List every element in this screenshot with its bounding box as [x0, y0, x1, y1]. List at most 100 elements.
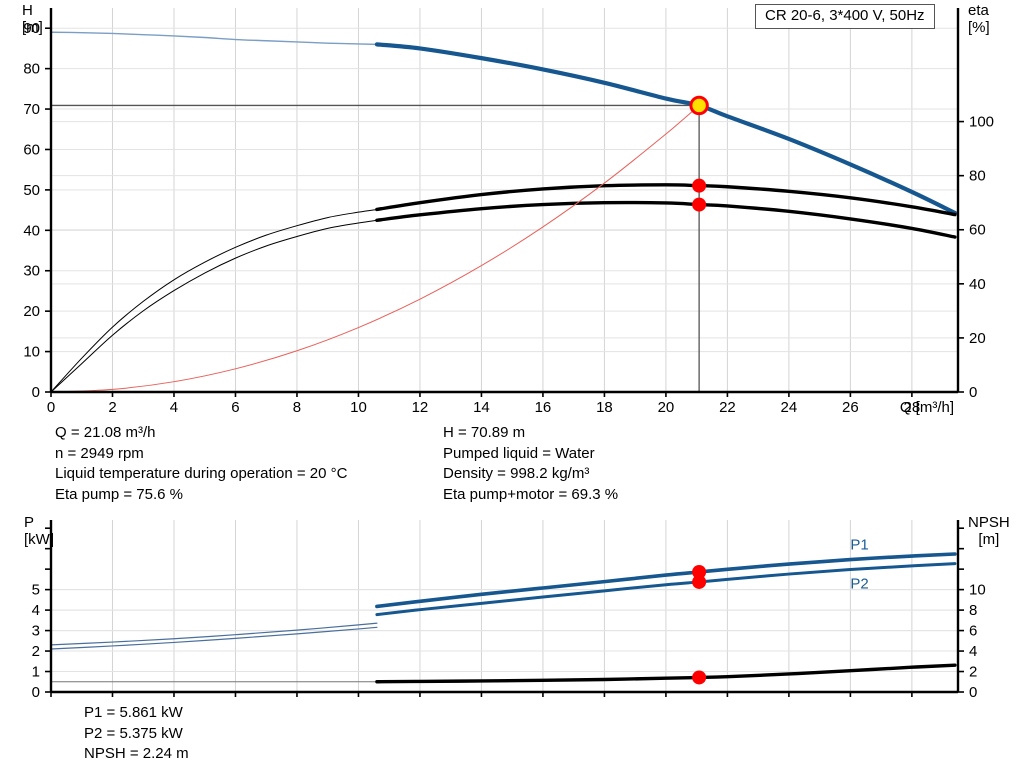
y-tick-label: 4: [32, 602, 40, 619]
markers-group: [692, 564, 707, 685]
tick-group: 0 2 4 6 8 10 12 14 16 18 20 22 24 26 28010203040506070…: [23, 20, 994, 415]
x-tick-label: 8: [293, 399, 301, 415]
x-tick-label: 14: [473, 399, 490, 415]
x-tick-label: 18: [596, 399, 613, 415]
x-tick-label: 4: [170, 399, 178, 415]
x-tick-label: 22: [719, 399, 736, 415]
p1-duty-point: [692, 564, 707, 579]
x-tick-label: 16: [535, 399, 552, 415]
x-tick-label: 6: [231, 699, 239, 702]
x-tick-label: 12: [412, 699, 429, 702]
y-tick-label: 5: [32, 582, 40, 599]
info-flow: Q = 21.08 m³/h: [55, 424, 156, 441]
grid-lines: [51, 520, 958, 692]
axis-title-eta-unit: [%]: [968, 19, 990, 36]
y2-tick-label: 60: [969, 222, 986, 239]
y2-tick-label: 2: [969, 664, 977, 681]
x-tick-label: 28: [904, 399, 921, 415]
y2-tick-label: 0: [969, 384, 977, 401]
y2-tick-label: 80: [969, 168, 986, 185]
axis-lines: [49, 8, 960, 394]
series-group: [50, 552, 957, 684]
curve: [50, 208, 378, 393]
y2-tick-label: 8: [969, 602, 977, 619]
y-tick-label: 0: [32, 684, 40, 701]
x-tick-label: 2: [108, 699, 116, 702]
x-tick-label: 4: [170, 699, 178, 702]
y-tick-label: 10: [23, 344, 40, 361]
x-tick-label: 10: [350, 399, 367, 415]
y-tick-label: 60: [23, 141, 40, 158]
curve: [50, 219, 378, 393]
eta-pump-point: [692, 178, 707, 193]
eta-pump-motor-point: [692, 197, 707, 212]
y2-tick-label: 40: [969, 276, 986, 293]
x-tick-label: 16: [535, 699, 552, 702]
info-eta-pump-motor: Eta pump+motor = 69.3 %: [443, 485, 619, 503]
x-axis-title: Q [m³/h]: [900, 399, 954, 415]
info-liquid-temperature: Liquid temperature during operation = 20…: [55, 465, 348, 482]
y2-tick-label: 6: [969, 623, 977, 640]
x-tick-label: 24: [781, 399, 798, 415]
y2-tick-label: 0: [969, 684, 977, 701]
y-tick-label: 50: [23, 182, 40, 199]
axis-title-npsh-line1: NPSH: [968, 514, 1010, 531]
info-p2: P2 = 5.375 kW: [84, 724, 183, 742]
curve: [375, 552, 957, 609]
curve-label: P2: [850, 576, 868, 593]
x-tick-label: 12: [412, 399, 429, 415]
x-tick-label: 20: [658, 699, 675, 702]
x-tick-label: 0: [47, 699, 55, 702]
y-tick-label: 30: [23, 263, 40, 280]
y-tick-label: 3: [32, 623, 40, 640]
info-block-left: Q = 21.08 m³/h n = 2949 rpm Liquid tempe…: [55, 423, 347, 505]
y-tick-label: 20: [23, 303, 40, 320]
axis-title-npsh: NPSH [m]: [968, 514, 1010, 548]
axis-title-h-unit: [m]: [22, 19, 43, 36]
x-tick-label: 10: [350, 699, 367, 702]
y-tick-label: 70: [23, 101, 40, 118]
x-tick-label: 26: [842, 699, 859, 702]
axis-title-p-unit: [kW]: [24, 531, 54, 548]
npsh-duty-point: [692, 670, 707, 685]
model-title-box: CR 20-6, 3*400 V, 50Hz: [755, 4, 935, 29]
curve-label: P1: [850, 537, 868, 554]
y-tick-label: 40: [23, 222, 40, 239]
y-tick-label: 2: [32, 643, 40, 660]
y2-tick-label: 20: [969, 330, 986, 347]
axis-title-h: H [m]: [22, 2, 43, 36]
y2-tick-label: 10: [969, 582, 986, 599]
curve: [375, 200, 957, 239]
power-npsh-chart: 02468101214161820222426280123450246810P1…: [32, 520, 986, 702]
head-efficiency-chart: 0 2 4 6 8 10 12 14 16 18 20 22 24 26 28010203040506070…: [23, 8, 994, 415]
tick-group: 02468101214161820222426280123450246810: [32, 527, 986, 702]
y2-tick-label: 4: [969, 643, 977, 660]
curve: [50, 104, 700, 393]
axis-title-eta-line1: eta: [968, 2, 989, 19]
y-tick-label: 80: [23, 61, 40, 78]
curve: [50, 31, 378, 46]
x-tick-label: 22: [719, 699, 736, 702]
y-tick-label: 1: [32, 664, 40, 681]
x-tick-label: 6: [231, 399, 239, 415]
x-tick-label: 20: [658, 399, 675, 415]
x-tick-label: 14: [473, 699, 490, 702]
x-tick-label: 26: [842, 399, 859, 415]
axis-title-npsh-unit: [m]: [978, 531, 1000, 548]
x-tick-label: 28: [904, 699, 921, 702]
curve: [375, 562, 957, 617]
info-npsh: NPSH = 2.24 m: [84, 745, 189, 762]
axis-title-p-line1: P: [24, 514, 35, 531]
curve: [50, 626, 378, 650]
grid-lines: [51, 8, 958, 392]
axis-title-h-line1: H: [22, 2, 33, 19]
axis-lines: [49, 520, 960, 694]
p2-duty-point: [692, 574, 707, 589]
markers-group: [689, 95, 709, 212]
curve: [375, 663, 957, 684]
info-p1: P1 = 5.861 kW: [84, 704, 183, 721]
x-tick-label: 18: [596, 699, 613, 702]
y2-tick-label: 100: [969, 114, 994, 131]
axis-title-eta: eta [%]: [968, 2, 990, 36]
